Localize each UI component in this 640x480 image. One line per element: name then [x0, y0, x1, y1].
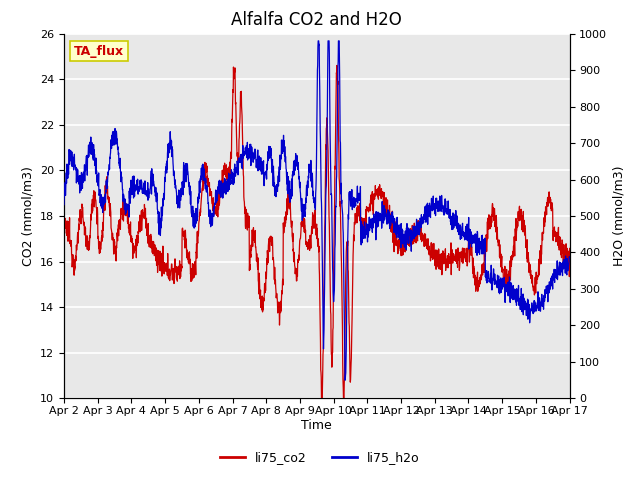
- Title: Alfalfa CO2 and H2O: Alfalfa CO2 and H2O: [232, 11, 402, 29]
- Y-axis label: H2O (mmol/m3): H2O (mmol/m3): [613, 166, 626, 266]
- Text: TA_flux: TA_flux: [74, 45, 124, 58]
- Y-axis label: CO2 (mmol/m3): CO2 (mmol/m3): [22, 166, 35, 266]
- X-axis label: Time: Time: [301, 419, 332, 432]
- Legend: li75_co2, li75_h2o: li75_co2, li75_h2o: [215, 446, 425, 469]
